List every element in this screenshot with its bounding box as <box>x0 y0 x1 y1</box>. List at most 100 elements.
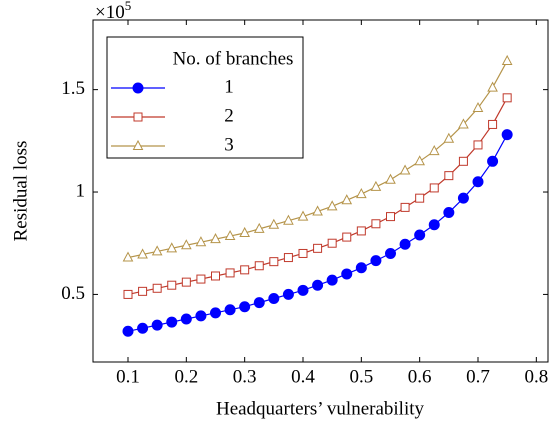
marker <box>123 289 133 299</box>
x-tick-label: 0.6 <box>408 366 432 387</box>
marker <box>341 194 353 205</box>
marker <box>196 274 206 284</box>
marker <box>239 226 250 237</box>
marker <box>268 293 280 305</box>
marker <box>166 242 178 253</box>
marker <box>224 229 236 241</box>
marker <box>356 188 367 199</box>
marker <box>326 200 338 211</box>
legend-box <box>106 36 304 159</box>
marker <box>282 288 294 300</box>
y-tick-label: 1 <box>76 180 86 201</box>
marker <box>429 183 439 193</box>
y-tick-label: 1.5 <box>61 78 85 99</box>
marker <box>137 322 149 334</box>
marker <box>472 176 484 188</box>
marker <box>253 222 265 233</box>
marker <box>181 239 192 250</box>
legend-label: 3 <box>224 134 234 155</box>
marker <box>385 173 396 184</box>
marker <box>224 304 236 316</box>
marker <box>428 144 440 156</box>
marker <box>211 271 220 281</box>
legend-marker <box>132 139 144 150</box>
marker <box>151 245 163 256</box>
plot-frame <box>92 19 549 363</box>
marker <box>457 192 469 204</box>
marker <box>313 243 323 253</box>
marker <box>269 257 279 267</box>
marker <box>151 319 163 331</box>
marker <box>166 316 178 328</box>
marker <box>487 81 498 92</box>
marker <box>414 229 426 241</box>
x-tick-label: 0.8 <box>524 366 548 387</box>
marker <box>180 313 192 325</box>
marker <box>122 325 134 337</box>
marker <box>502 93 512 103</box>
marker <box>472 101 484 113</box>
marker <box>312 205 323 216</box>
marker <box>341 268 353 280</box>
x-tick-label: 0.2 <box>174 366 198 387</box>
marker <box>298 248 308 258</box>
marker <box>225 268 235 278</box>
marker <box>458 156 468 166</box>
marker <box>253 297 265 309</box>
marker <box>370 255 382 267</box>
x-tick-label: 0.7 <box>466 366 490 387</box>
marker <box>458 118 469 129</box>
y-tick-label: 0.5 <box>61 283 85 304</box>
marker <box>488 119 498 129</box>
marker <box>400 202 410 212</box>
marker <box>152 283 162 293</box>
marker <box>399 238 411 250</box>
marker <box>254 261 264 271</box>
marker <box>181 277 191 287</box>
marker <box>415 193 425 203</box>
marker <box>239 301 251 313</box>
marker <box>195 236 207 247</box>
marker <box>473 140 483 150</box>
marker <box>283 214 294 225</box>
marker <box>326 274 338 286</box>
x-axis-label: Headquarters’ vulnerability <box>216 398 425 419</box>
marker <box>122 251 134 262</box>
marker <box>167 280 177 290</box>
marker <box>385 247 396 259</box>
legend-label: 2 <box>224 105 234 126</box>
marker <box>428 219 440 231</box>
x-tick-label: 0.1 <box>116 366 140 387</box>
legend-marker <box>133 112 143 122</box>
marker <box>355 262 367 274</box>
marker <box>370 180 382 191</box>
marker <box>444 171 454 181</box>
y-multiplier: ×105 <box>95 0 131 23</box>
marker <box>443 132 455 143</box>
x-tick-label: 0.3 <box>233 366 257 387</box>
marker <box>443 207 455 219</box>
marker <box>210 307 221 319</box>
x-tick-label: 0.5 <box>349 366 373 387</box>
marker <box>327 238 337 248</box>
marker <box>268 218 280 229</box>
series-line <box>127 134 508 332</box>
marker <box>371 219 381 229</box>
legend-marker <box>132 82 144 94</box>
marker <box>501 129 513 141</box>
x-tick-label: 0.4 <box>291 366 315 387</box>
legend-title: No. of branches <box>173 48 294 69</box>
marker <box>501 54 513 65</box>
marker <box>399 164 411 175</box>
y-axis-label: Residual loss <box>10 141 31 242</box>
marker <box>283 253 293 263</box>
marker <box>297 210 309 221</box>
marker <box>386 212 395 222</box>
marker <box>312 279 324 291</box>
marker <box>414 155 425 166</box>
marker <box>297 284 309 296</box>
legend-label: 1 <box>224 76 234 97</box>
marker <box>138 286 148 296</box>
marker <box>487 155 499 167</box>
